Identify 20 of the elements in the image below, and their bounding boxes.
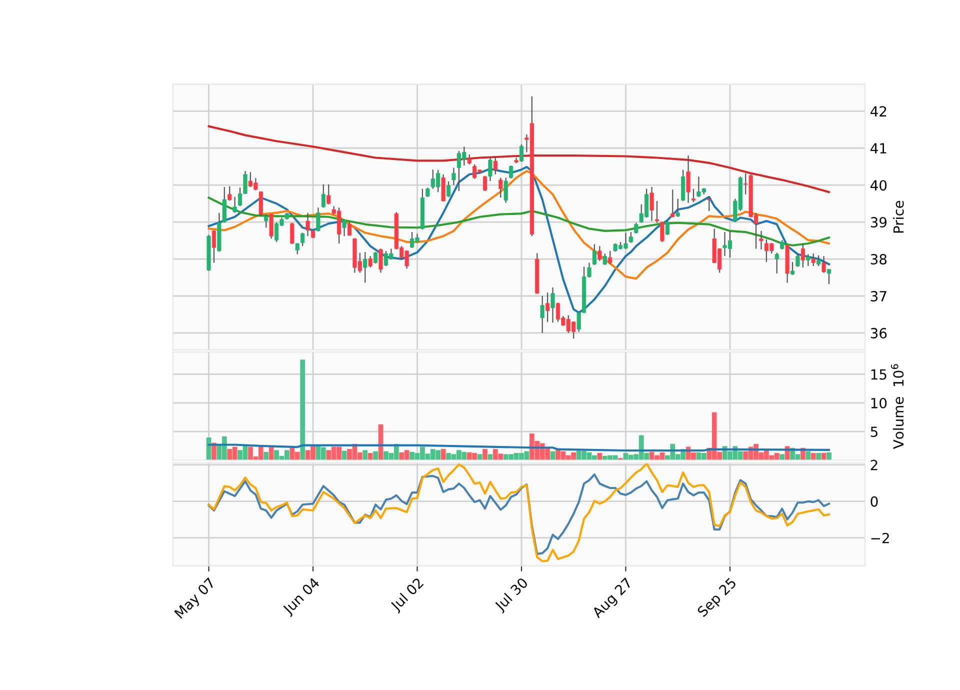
y-tick-label: 10 [871,398,887,408]
y-tick-label: 36 [870,328,887,338]
y-tick-label: 41 [870,143,886,154]
x-tick-label: Jul 30 [494,576,530,614]
y-tick-label: 5 [870,426,878,438]
y-tick-label: 15 [871,369,886,380]
y-tick-label: 38 [870,254,887,265]
y-tick-label: 39 [870,217,887,228]
y-tick-label: −2 [871,532,889,544]
x-tick-label: Sep 25 [696,577,739,620]
y-tick-label: 2 [870,460,878,470]
y-tick-label: 0 [870,496,878,507]
y-tick-label: 37 [870,290,886,302]
y-tick-label: 42 [870,106,886,116]
y-axis-title: Price [893,200,904,233]
y-axis-title: Volume 10$^{6}$ [890,364,904,449]
y-tick-label: 40 [870,180,887,191]
x-tick-label: Jun 04 [282,576,322,618]
x-tick-label: Jul 02 [389,577,426,614]
x-tick-label: Aug 27 [591,577,634,620]
